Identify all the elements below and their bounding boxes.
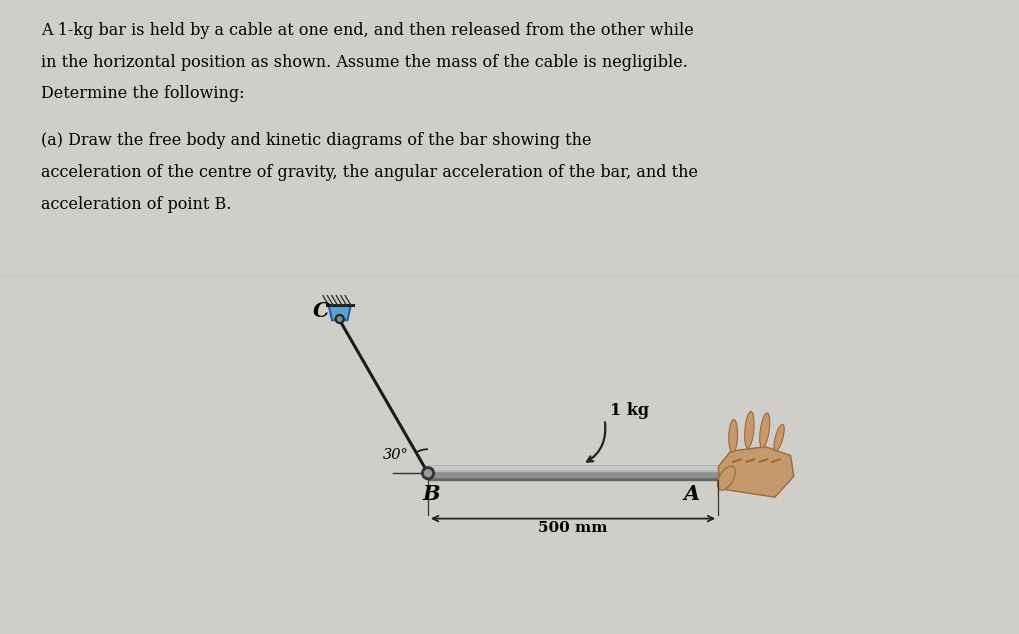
Circle shape [421, 467, 434, 479]
Ellipse shape [728, 420, 737, 453]
Ellipse shape [773, 424, 784, 451]
Ellipse shape [716, 466, 735, 490]
Text: in the horizontal position as shown. Assume the mass of the cable is negligible.: in the horizontal position as shown. Ass… [41, 54, 687, 71]
Text: A 1-kg bar is held by a cable at one end, and then released from the other while: A 1-kg bar is held by a cable at one end… [41, 22, 693, 39]
Circle shape [337, 317, 341, 321]
Text: acceleration of point B.: acceleration of point B. [41, 196, 231, 213]
Text: 500 mm: 500 mm [538, 522, 607, 536]
Text: acceleration of the centre of gravity, the angular acceleration of the bar, and : acceleration of the centre of gravity, t… [41, 164, 697, 181]
Text: 1 kg: 1 kg [609, 401, 648, 418]
Text: C: C [313, 301, 329, 321]
Ellipse shape [759, 413, 769, 448]
Text: A: A [683, 484, 699, 503]
Polygon shape [328, 305, 351, 320]
Circle shape [335, 314, 343, 323]
Text: Determine the following:: Determine the following: [41, 86, 245, 103]
Polygon shape [717, 447, 793, 497]
Text: B: B [423, 484, 440, 503]
Text: (a) Draw the free body and kinetic diagrams of the bar showing the: (a) Draw the free body and kinetic diagr… [41, 133, 591, 150]
Text: 30°: 30° [382, 448, 408, 462]
Circle shape [424, 470, 431, 477]
Ellipse shape [744, 411, 753, 448]
